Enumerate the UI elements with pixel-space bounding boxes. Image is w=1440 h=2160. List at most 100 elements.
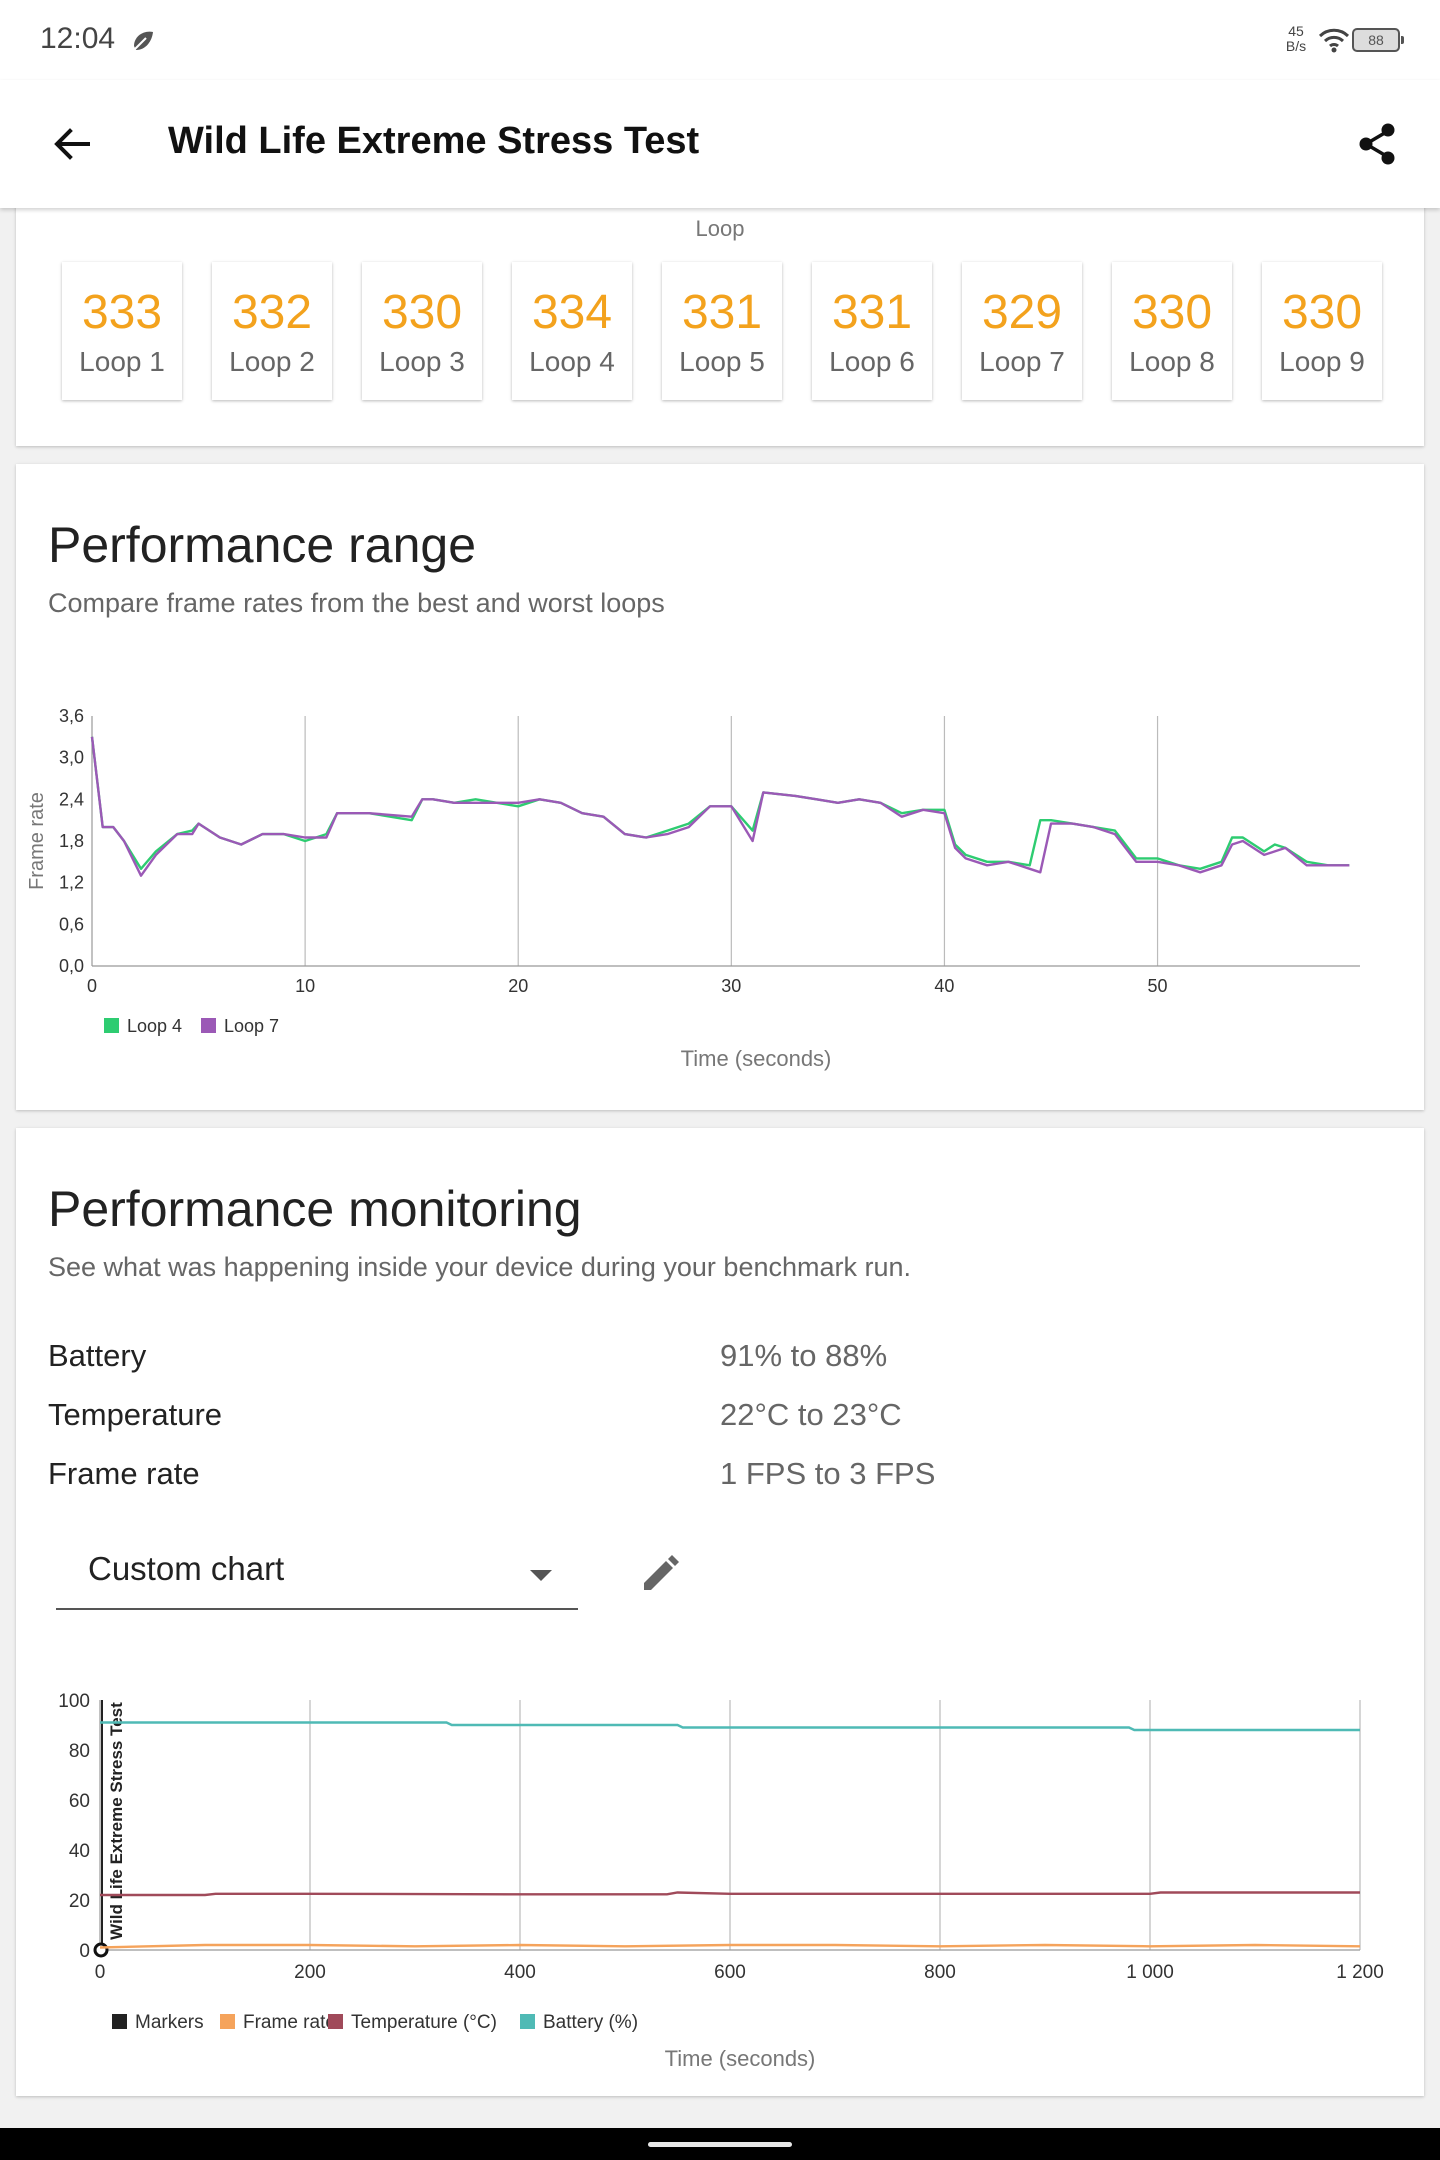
net-speed-unit: B/s xyxy=(1285,38,1307,54)
legend-swatch xyxy=(112,2014,127,2029)
share-icon xyxy=(1359,123,1395,165)
performance-monitoring-card: Performance monitoring See what was happ… xyxy=(16,1128,1424,2096)
edit-chart-button[interactable] xyxy=(632,1546,688,1602)
home-gesture-handle[interactable] xyxy=(648,2142,792,2147)
y-tick-label: 100 xyxy=(58,1691,90,1712)
x-tick-label: 50 xyxy=(1148,976,1168,996)
loop-score-box[interactable]: 331 Loop 6 xyxy=(812,262,932,400)
loop-score-box[interactable]: 330 Loop 8 xyxy=(1112,262,1232,400)
x-tick-label: 600 xyxy=(714,1962,746,1983)
frame-rate-range-chart: 0 10 20 30 40 50 0,0 0,6 1,2 1,8 2,4 3,0 3,6 Frame ra… xyxy=(26,706,1360,1071)
stat-value-temperature: 22°C to 23°C xyxy=(720,1397,902,1432)
loop-score-box[interactable]: 334 Loop 4 xyxy=(512,262,632,400)
section-title: Performance monitoring xyxy=(48,1181,582,1237)
loop-label: Loop 9 xyxy=(1279,346,1365,377)
loop-label: Loop 1 xyxy=(79,346,165,377)
loop-label: Loop 2 xyxy=(229,346,315,377)
y-tick-label: 2,4 xyxy=(59,789,84,809)
loop-score-box[interactable]: 329 Loop 7 xyxy=(962,262,1082,400)
series-line-frame-rate xyxy=(99,1943,1361,1949)
legend-label: Loop 4 xyxy=(127,1016,182,1036)
legend-swatch xyxy=(201,1018,216,1033)
status-bar: 12:04 45 B/s 88 xyxy=(0,0,1440,80)
chevron-down-icon xyxy=(530,1570,552,1581)
loop-score-box[interactable]: 333 Loop 1 xyxy=(62,262,182,400)
legend-label: Temperature (°C) xyxy=(351,2012,497,2033)
x-tick-label: 40 xyxy=(934,976,954,996)
loop-score: 331 xyxy=(831,286,913,339)
dropdown-selected-value: Custom chart xyxy=(88,1550,285,1587)
y-tick-label: 60 xyxy=(69,1791,90,1812)
y-tick-label: 80 xyxy=(69,1741,90,1762)
loop-score: 331 xyxy=(681,286,763,339)
loop-score: 332 xyxy=(231,286,313,339)
x-axis-label: Time (seconds) xyxy=(665,2046,816,2071)
performance-monitoring-chart: 0 200 400 600 800 1 000 1 200 0 20 40 60 80 100 Wild … xyxy=(58,1691,1384,2071)
loop-label: Loop 6 xyxy=(829,346,915,377)
loop-score-box[interactable]: 330 Loop 9 xyxy=(1262,262,1382,400)
x-tick-label: 10 xyxy=(295,976,315,996)
battery-icon: 88 xyxy=(1352,28,1404,52)
share-button[interactable] xyxy=(1350,116,1406,172)
y-axis-label: Frame rate xyxy=(26,792,48,890)
pencil-icon xyxy=(644,1555,679,1590)
legend-label: Frame rate xyxy=(243,2012,336,2033)
loop-label: Loop 3 xyxy=(379,346,465,377)
y-tick-label: 0,6 xyxy=(59,914,84,934)
app-bar: Wild Life Extreme Stress Test xyxy=(0,80,1440,208)
marker-point xyxy=(93,1942,109,1958)
y-tick-label: 3,6 xyxy=(59,706,84,726)
x-tick-label: 400 xyxy=(504,1962,536,1983)
x-tick-label: 20 xyxy=(508,976,528,996)
legend-swatch xyxy=(520,2014,535,2029)
stat-value-battery: 91% to 88% xyxy=(720,1338,888,1373)
loop-label: Loop 4 xyxy=(529,346,615,377)
x-tick-label: 800 xyxy=(924,1962,956,1983)
section-subtitle: See what was happening inside your devic… xyxy=(48,1252,912,1282)
legend-swatch xyxy=(104,1018,119,1033)
x-tick-label: 30 xyxy=(721,976,741,996)
loop-score: 330 xyxy=(381,286,463,339)
arrow-back-icon xyxy=(54,128,90,160)
marker-annotation: Wild Life Extreme Stress Test xyxy=(107,1702,126,1940)
loop-score: 334 xyxy=(531,286,613,339)
y-tick-label: 0,0 xyxy=(59,956,84,976)
status-time: 12:04 xyxy=(40,22,116,55)
x-tick-label: 200 xyxy=(294,1962,326,1983)
x-tick-label: 0 xyxy=(87,976,97,996)
loop-score-box[interactable]: 331 Loop 5 xyxy=(662,262,782,400)
loop-axis-label: Loop xyxy=(695,216,745,241)
loop-score: 330 xyxy=(1131,286,1213,339)
stat-label-battery: Battery xyxy=(48,1338,147,1373)
loop-score-list: 333 Loop 1 332 Loop 2 330 Loop 3 334 Loop 4 … xyxy=(62,262,1382,400)
net-speed-value: 45 xyxy=(1288,23,1304,39)
y-tick-label: 3,0 xyxy=(59,748,84,768)
loop-score-box[interactable]: 332 Loop 2 xyxy=(212,262,332,400)
x-tick-label: 0 xyxy=(95,1962,106,1983)
series-line-temperature-c- xyxy=(100,1891,1360,1897)
loop-score-box[interactable]: 330 Loop 3 xyxy=(362,262,482,400)
x-tick-label: 1 000 xyxy=(1126,1962,1174,1983)
chart-type-dropdown[interactable]: Custom chart xyxy=(56,1538,578,1610)
system-navigation-bar xyxy=(0,2128,1440,2160)
leaf-app-icon xyxy=(133,31,153,51)
loop-label: Loop 5 xyxy=(679,346,765,377)
x-tick-label: 1 200 xyxy=(1336,1962,1384,1983)
legend-label: Loop 7 xyxy=(224,1016,279,1036)
series-line-battery- xyxy=(100,1721,1360,1732)
y-tick-label: 1,2 xyxy=(59,873,84,893)
y-tick-label: 40 xyxy=(69,1841,90,1862)
x-axis-label: Time (seconds) xyxy=(681,1046,832,1071)
loop-score: 333 xyxy=(81,286,163,339)
stat-label-temperature: Temperature xyxy=(48,1397,223,1432)
y-tick-label: 0 xyxy=(79,1941,90,1962)
legend-swatch xyxy=(328,2014,343,2029)
stat-value-frame-rate: 1 FPS to 3 FPS xyxy=(720,1456,936,1491)
y-tick-label: 1,8 xyxy=(59,831,84,851)
loop-label: Loop 7 xyxy=(979,346,1065,377)
performance-range-card: Performance range Compare frame rates fr… xyxy=(16,464,1424,1110)
wifi-icon xyxy=(1318,28,1350,53)
back-button[interactable] xyxy=(44,116,100,172)
loop-score: 330 xyxy=(1281,286,1363,339)
page-title: Wild Life Extreme Stress Test xyxy=(168,120,700,162)
